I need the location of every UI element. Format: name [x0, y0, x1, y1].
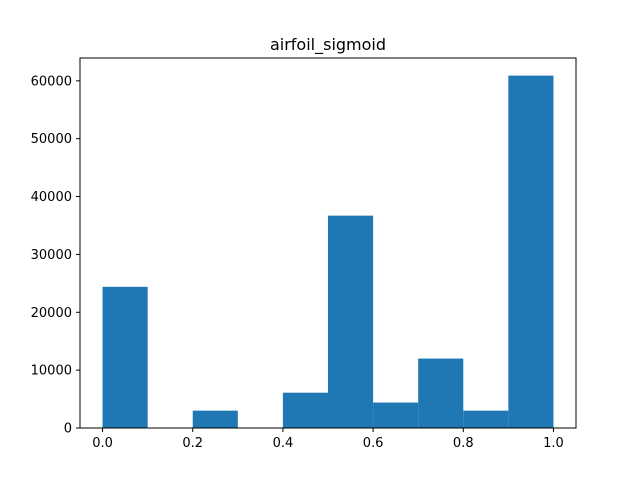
- y-tick-label: 10000: [31, 364, 72, 379]
- x-tick-label: 0.0: [92, 436, 113, 451]
- x-tick-label: 0.8: [453, 436, 474, 451]
- chart-title: airfoil_sigmoid: [270, 35, 386, 55]
- y-tick-label: 60000: [31, 74, 72, 89]
- x-tick-label: 0.2: [182, 436, 203, 451]
- x-tick-label: 0.6: [363, 436, 384, 451]
- bars-group: [102, 75, 554, 428]
- y-tick-label: 0: [64, 422, 72, 437]
- y-tick-label: 40000: [31, 190, 72, 205]
- x-tick-label: 0.4: [273, 436, 294, 451]
- axes-group: [79, 57, 577, 429]
- x-tick-label: 1.0: [543, 436, 564, 451]
- x-axis-ticks: 0.0 0.2 0.4 0.6 0.8 1.0: [92, 428, 564, 451]
- y-tick-label: 50000: [31, 132, 72, 147]
- plot-frame: [79, 57, 577, 429]
- histogram-bar-8: [463, 410, 509, 428]
- histogram-bar-7: [418, 358, 464, 428]
- histogram-bar-6: [373, 402, 419, 428]
- y-tick-label: 20000: [31, 306, 72, 321]
- histogram-bar-4: [282, 392, 328, 428]
- y-tick-label: 30000: [31, 248, 72, 263]
- histogram-bar-9: [508, 75, 554, 428]
- y-axis-ticks: 0 10000 20000 30000 40000 50000 60000: [31, 74, 80, 437]
- histogram-bar-5: [328, 215, 374, 428]
- histogram-bar-0: [102, 286, 148, 428]
- histogram-bar-2: [192, 410, 238, 428]
